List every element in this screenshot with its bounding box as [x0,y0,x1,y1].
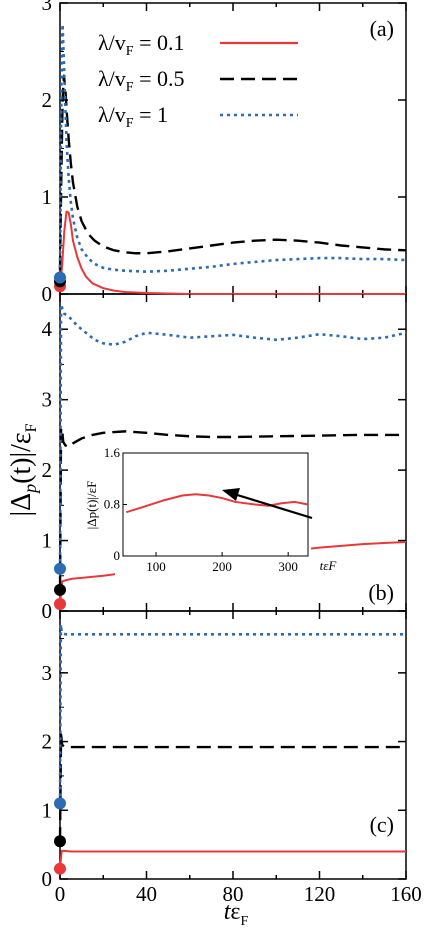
panel-c: 0 1 2 3 0 40 80 120 160 [42,611,422,906]
legend-text-2: λ/vF = 1 [98,102,168,131]
y-tick-label: 2 [42,88,53,112]
inset-arrow [222,488,313,520]
series-line-0 [59,210,406,295]
y-tick-label: 3 [42,0,53,15]
inset-x-tick-label: 200 [212,559,232,574]
y-tick-label: 2 [42,458,53,482]
inset-bg [115,440,311,600]
y-tick-label: 0 [42,282,53,306]
y-tick-label: 3 [42,661,53,685]
series-line-2 [58,303,407,569]
inset-x-tick-label: 100 [146,559,166,574]
inset-x-tick-label: 300 [278,559,298,574]
panel-label-b: (b) [368,580,394,605]
inset-y-tick-label: 0.8 [104,497,120,512]
y-tick-label: 1 [42,529,53,553]
y-tick-label: 1 [42,798,53,822]
x-tick-label: 80 [223,882,244,906]
panel-a: 0 1 2 3 [42,0,407,306]
series-line-1 [58,74,407,270]
inset: 0 0.8 1.6 100 200 300 |Δp(t)|/εF tεF [84,440,337,600]
legend-text-0: λ/vF = 0.1 [98,30,185,59]
marker-2 [54,271,66,284]
legend: λ/vF = 0.1 λ/vF = 0.5 λ/vF = 1 [98,30,298,131]
inset-series-line-0 [126,493,309,514]
series-line-0 [59,849,406,869]
y-tick-label: 3 [42,388,53,412]
marker-2 [54,562,66,575]
y-tick-label: 0 [42,867,53,891]
x-tick-label: 0 [55,882,66,906]
inset-y-tick-label: 0 [114,548,121,563]
series-line-1 [58,733,406,842]
y-tick-label: 1 [42,185,53,209]
y-tick-label: 0 [42,599,53,623]
y-tick-label: 2 [42,730,53,754]
inset-plot: 0 0.8 1.6 100 200 300 [104,445,309,574]
marker-1 [54,583,66,596]
panel-c-frame [59,610,407,880]
marker-0 [54,862,66,875]
x-axis-label: tεF [224,899,249,929]
legend-text-1: λ/vF = 0.5 [98,66,185,95]
x-tick-label: 40 [136,882,157,906]
series-line-2 [58,23,407,275]
x-tick-label: 160 [390,882,422,906]
series-line-2 [58,623,406,804]
y-axis-label: |Δp(t)|/εF [6,423,40,516]
marker-1 [54,835,66,848]
series-line-1 [58,426,406,590]
x-tick-label: 120 [304,882,336,906]
inset-ylabel: |Δp(t)|/εF [84,481,99,530]
panel-label-a: (a) [370,16,394,41]
marker-0 [54,597,66,610]
y-tick-label: 4 [42,317,53,341]
marker-2 [54,797,66,810]
inset-xlabel: tεF [320,558,338,573]
inset-y-tick-label: 1.6 [104,445,121,460]
panel-label-c: (c) [370,812,394,837]
